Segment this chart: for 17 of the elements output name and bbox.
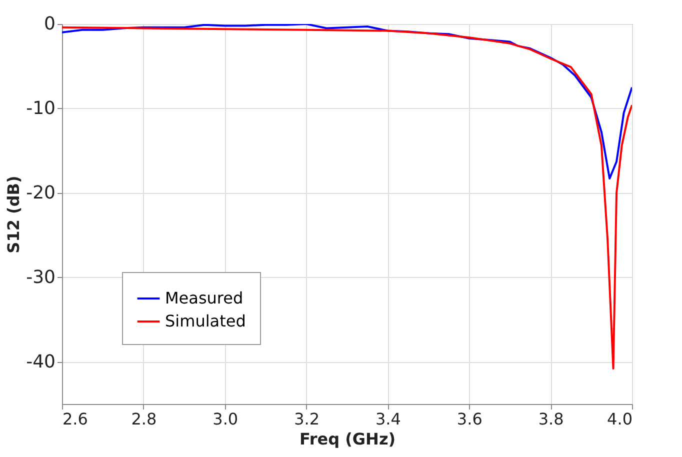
x-tick-label: 2.6: [62, 410, 88, 428]
y-tick-label: -20: [26, 182, 56, 204]
y-tick-label: -10: [26, 98, 56, 119]
y-tick-label: -40: [26, 351, 56, 372]
x-tick-label: 2.8: [131, 410, 157, 428]
x-tick-label: 3.4: [375, 410, 401, 428]
x-tick-label: 3.6: [456, 410, 482, 428]
x-tick-label: 3.8: [538, 410, 564, 428]
legend-label: Simulated: [165, 312, 246, 330]
x-axis-title: Freq (GHz): [299, 430, 396, 448]
y-tick-label: 0: [44, 14, 56, 34]
x-tick-label: 3.2: [294, 410, 320, 428]
y-tick-label: -30: [26, 266, 56, 288]
legend-label: Measured: [165, 288, 244, 308]
x-tick-label: 4.0: [607, 410, 632, 428]
x-tick-label: 3.0: [212, 410, 238, 428]
y-axis-title: S12 (dB): [4, 176, 24, 254]
